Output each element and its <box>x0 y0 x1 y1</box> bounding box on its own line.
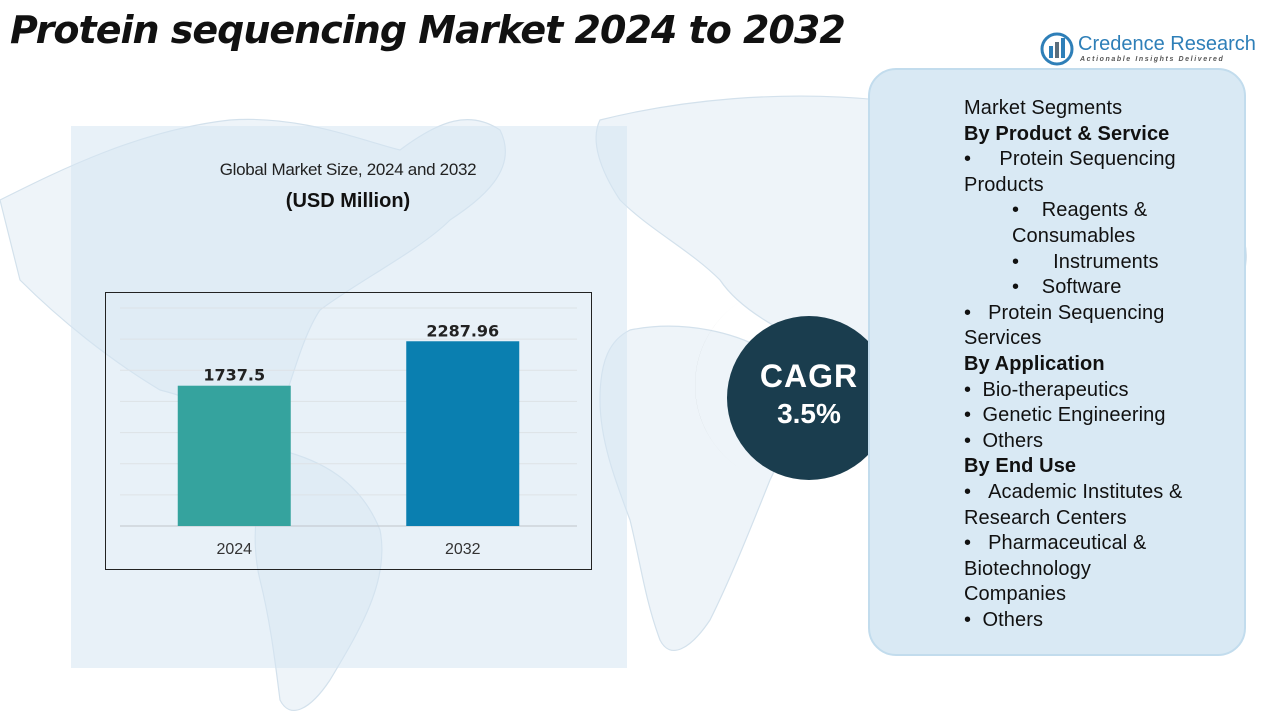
x-tick-label: 2024 <box>216 541 252 558</box>
bar-chart: 1737.5 2024 2287.96 2032 <box>105 292 592 570</box>
list-item-continuation: Biotechnology <box>964 557 1091 580</box>
list-item: • Others <box>964 608 1234 634</box>
list-item-continuation: Companies <box>964 583 1067 606</box>
list-item-text: Genetic Engineering <box>982 404 1166 427</box>
chart-title: Global Market Size, 2024 and 2032 <box>219 160 477 179</box>
list-item-text: Protein Sequencing <box>988 301 1165 324</box>
list-item-continuation: Consumables <box>1012 224 1136 247</box>
cagr-ring <box>695 285 891 485</box>
chart-bars <box>177 341 520 526</box>
list-item-text: Others <box>982 429 1044 452</box>
bar-2032 <box>406 341 520 526</box>
segment-category-end-use: By End Use <box>964 455 1077 478</box>
list-item-continuation: Research Centers <box>964 506 1127 529</box>
list-item-text: Pharmaceutical & <box>988 532 1147 555</box>
bullet-icon: • <box>964 532 972 555</box>
list-item-continuation: Products <box>964 173 1044 196</box>
list-item: • Genetic Engineering <box>964 403 1234 429</box>
segment-category-application: By Application <box>964 352 1105 375</box>
list-item: • Pharmaceutical & <box>964 531 1234 557</box>
bullet-icon: • <box>964 480 972 503</box>
credence-research-logo: Credence Research Actionable Insights De… <box>1040 32 1260 68</box>
logo-name: Credence Research <box>1078 33 1256 55</box>
list-item-text: Instruments <box>1053 250 1159 273</box>
list-item-text: Academic Institutes & <box>988 480 1183 503</box>
bullet-icon: • <box>964 429 972 452</box>
segments-panel <box>868 68 1246 656</box>
chart-subtitle: (USD Million) <box>285 190 411 212</box>
page-title: Protein sequencing Market 2024 to 2032 <box>10 8 846 52</box>
x-tick-label: 2032 <box>445 541 481 558</box>
bullet-icon: • <box>1012 276 1020 299</box>
data-label: 1737.5 <box>203 366 265 385</box>
bar-2024 <box>177 385 291 526</box>
chart-labels: 1737.5 2024 2287.96 2032 <box>203 321 499 558</box>
chart-frame <box>105 292 592 570</box>
list-item-text: Reagents & <box>1041 199 1148 222</box>
segments-heading: Market Segments <box>964 97 1123 119</box>
list-item-text: Protein Sequencing <box>999 148 1176 171</box>
list-item: • Reagents & <box>964 198 1234 224</box>
cagr-value: 3.5% <box>777 398 841 429</box>
bullet-icon: • <box>1012 250 1020 273</box>
segment-category-product: By Product & Service <box>964 122 1170 145</box>
list-item: • Protein Sequencing <box>964 147 1234 173</box>
bullet-icon: • <box>964 301 972 324</box>
cagr-label: CAGR <box>759 358 859 394</box>
chart-panel <box>71 126 627 668</box>
bullet-icon: • <box>1012 199 1020 222</box>
list-item: • Bio-therapeutics <box>964 378 1234 404</box>
list-item: • Others <box>964 429 1234 455</box>
cagr-circle <box>727 316 891 480</box>
list-item: • Instruments <box>964 250 1234 276</box>
list-item-text: Bio-therapeutics <box>982 378 1129 401</box>
list-item: • Protein Sequencing <box>964 301 1234 327</box>
list-item-continuation: Services <box>964 327 1042 350</box>
logo-mark-icon <box>1040 32 1074 66</box>
bullet-icon: • <box>964 378 972 401</box>
list-item: • Academic Institutes & <box>964 480 1234 506</box>
logo-tagline: Actionable Insights Delivered <box>1080 56 1225 63</box>
bullet-icon: • <box>964 404 972 427</box>
list-item-text: Software <box>1041 276 1122 299</box>
list-item-text: Others <box>982 608 1044 631</box>
market-segments-list: Market Segments By Product & Service • P… <box>964 96 1234 633</box>
data-label: 2287.96 <box>426 321 499 340</box>
bullet-icon: • <box>964 608 972 631</box>
list-item: • Software <box>964 275 1234 301</box>
bullet-icon: • <box>964 148 972 171</box>
